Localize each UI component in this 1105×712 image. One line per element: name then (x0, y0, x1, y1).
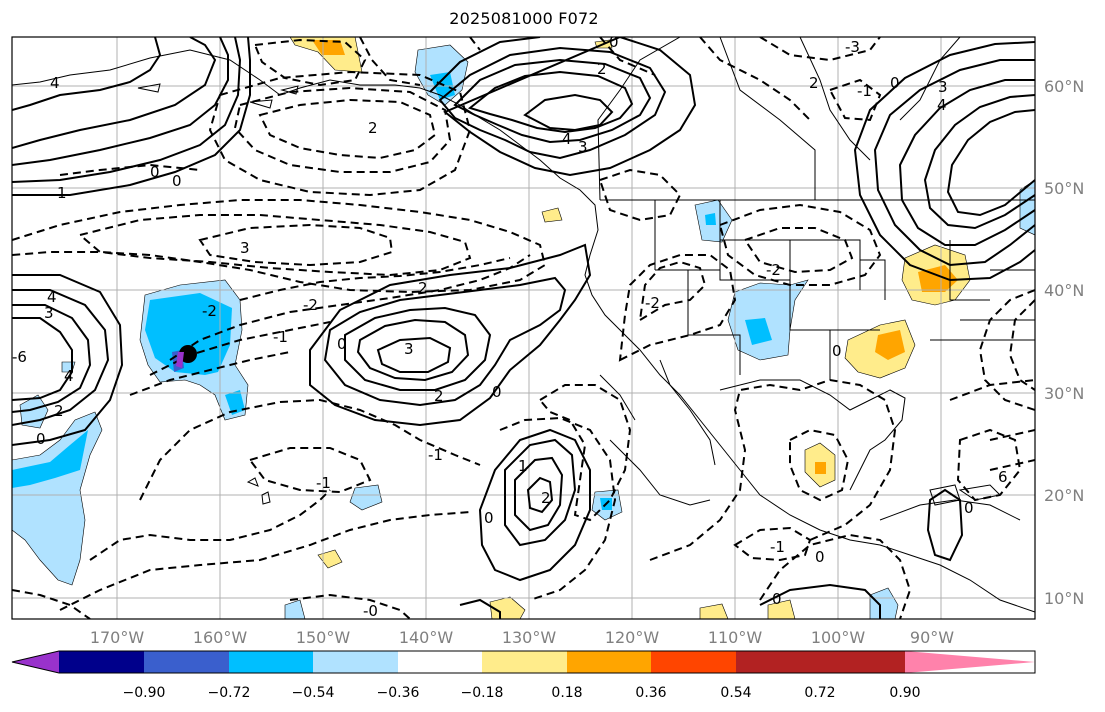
colorbar-segment (651, 651, 736, 673)
contour-label: -2 (202, 302, 217, 320)
contour-label: 2 (597, 60, 607, 78)
colorbar-segment (229, 651, 313, 673)
longitude-labels: 170°W 160°W 150°W 140°W 130°W 120°W 110°… (90, 628, 954, 647)
contour-labels: 4 1 0 0 2 4 3 2 0 3 2 -2 -1 -2 3 0 2 -1 … (12, 33, 1008, 620)
contour-label: 2 (541, 489, 551, 507)
colorbar-tick: 0.54 (720, 685, 751, 701)
contour-label: 3 (578, 138, 588, 156)
colorbar-segment (482, 651, 567, 673)
contour-label: 0 (484, 509, 494, 527)
colorbar-segment (144, 651, 229, 673)
colorbar-tick: 0.90 (889, 685, 920, 701)
contour-label: 2 (54, 402, 64, 420)
lat-label: 40°N (1044, 281, 1084, 300)
storm-center-marker (179, 345, 197, 363)
contour-label: -2 (766, 261, 781, 279)
contour-label: -2 (645, 294, 660, 312)
contour-label: 4 (937, 96, 947, 114)
contour-label: 3 (938, 78, 948, 96)
lon-label: 150°W (296, 628, 351, 647)
contour-label: 0 (337, 335, 347, 353)
colorbar-tick: 0.72 (804, 685, 835, 701)
lat-label: 30°N (1044, 384, 1084, 403)
lat-label: 50°N (1044, 179, 1084, 198)
contour-label: 0 (609, 33, 619, 51)
contour-label: 2 (368, 119, 378, 137)
lon-label: 90°W (910, 628, 954, 647)
lat-label: 20°N (1044, 486, 1084, 505)
chart-title: 2025081000 F072 (449, 9, 599, 28)
contour-label: -1 (770, 538, 785, 556)
contour-label: -1 (857, 82, 872, 100)
contour-label: 3 (404, 340, 414, 358)
contour-label: 4 (47, 288, 57, 306)
colorbar-segment (59, 651, 144, 673)
contour-label: 0 (964, 499, 974, 517)
map-frame (11, 36, 1036, 620)
contour-label: 2 (434, 387, 444, 405)
colorbar-tick: 0.18 (551, 685, 582, 701)
contour-label: 2 (809, 74, 819, 92)
contour-label: -1 (316, 474, 331, 492)
contour-label: -1 (428, 446, 443, 464)
colorbar-tick: −0.72 (208, 685, 251, 701)
lon-label: 140°W (399, 628, 454, 647)
contour-label: 2 (418, 279, 428, 297)
lat-label: 10°N (1044, 589, 1084, 608)
lon-label: 110°W (708, 628, 763, 647)
colorbar-segment (567, 651, 651, 673)
lon-label: 130°W (502, 628, 557, 647)
contour-label: 1 (518, 457, 528, 475)
contour-label: 0 (890, 74, 900, 92)
contour-label: 3 (240, 239, 250, 257)
positive-contours (12, 37, 1035, 619)
lon-label: 160°W (193, 628, 248, 647)
contour-label: 3 (44, 304, 54, 322)
colorbar-tick: −0.18 (461, 685, 504, 701)
colorbar-tick: −0.90 (123, 685, 166, 701)
colorbar-tick: −0.36 (377, 685, 420, 701)
colorbar-segment (313, 651, 398, 673)
colorbar-segment (736, 651, 820, 673)
colorbar-segment (398, 651, 482, 673)
lon-label: 120°W (605, 628, 660, 647)
contour-label: 4 (50, 74, 60, 92)
colorbar-min-extend (12, 651, 59, 673)
contour-label: -6 (12, 348, 27, 366)
contour-label: -1 (273, 328, 288, 346)
contour-label: 0 (815, 548, 825, 566)
lon-label: 170°W (90, 628, 145, 647)
contour-label: 4 (64, 367, 74, 385)
coastlines (12, 37, 1035, 613)
contour-label: 6 (998, 468, 1008, 486)
contour-label: -3 (845, 38, 860, 56)
contour-label: 0 (772, 590, 782, 608)
colorbar-ticks: −0.90 −0.72 −0.54 −0.36 −0.18 0.18 0.36 … (123, 685, 921, 701)
negative-contours (12, 37, 1035, 619)
lat-label: 60°N (1044, 77, 1084, 96)
colorbar-segment (820, 651, 905, 673)
contour-label: 1 (57, 184, 67, 202)
colorbar: −0.90 −0.72 −0.54 −0.36 −0.18 0.18 0.36 … (11, 650, 1036, 701)
contour-label: 0 (150, 163, 160, 181)
graticule (12, 37, 1035, 619)
colorbar-max-extend-tip (905, 651, 1035, 673)
colorbar-tick: 0.36 (635, 685, 666, 701)
contour-label: 0 (36, 430, 46, 448)
lon-label: 100°W (811, 628, 866, 647)
contour-label: -2 (303, 296, 318, 314)
contour-label: 0 (492, 383, 502, 401)
contour-label: -0 (363, 602, 378, 620)
contour-label: 0 (832, 342, 842, 360)
colorbar-tick: −0.54 (292, 685, 335, 701)
latitude-labels: 60°N 50°N 40°N 30°N 20°N 10°N (1044, 77, 1084, 608)
contour-label: 4 (562, 130, 572, 148)
contour-label: 0 (172, 172, 182, 190)
